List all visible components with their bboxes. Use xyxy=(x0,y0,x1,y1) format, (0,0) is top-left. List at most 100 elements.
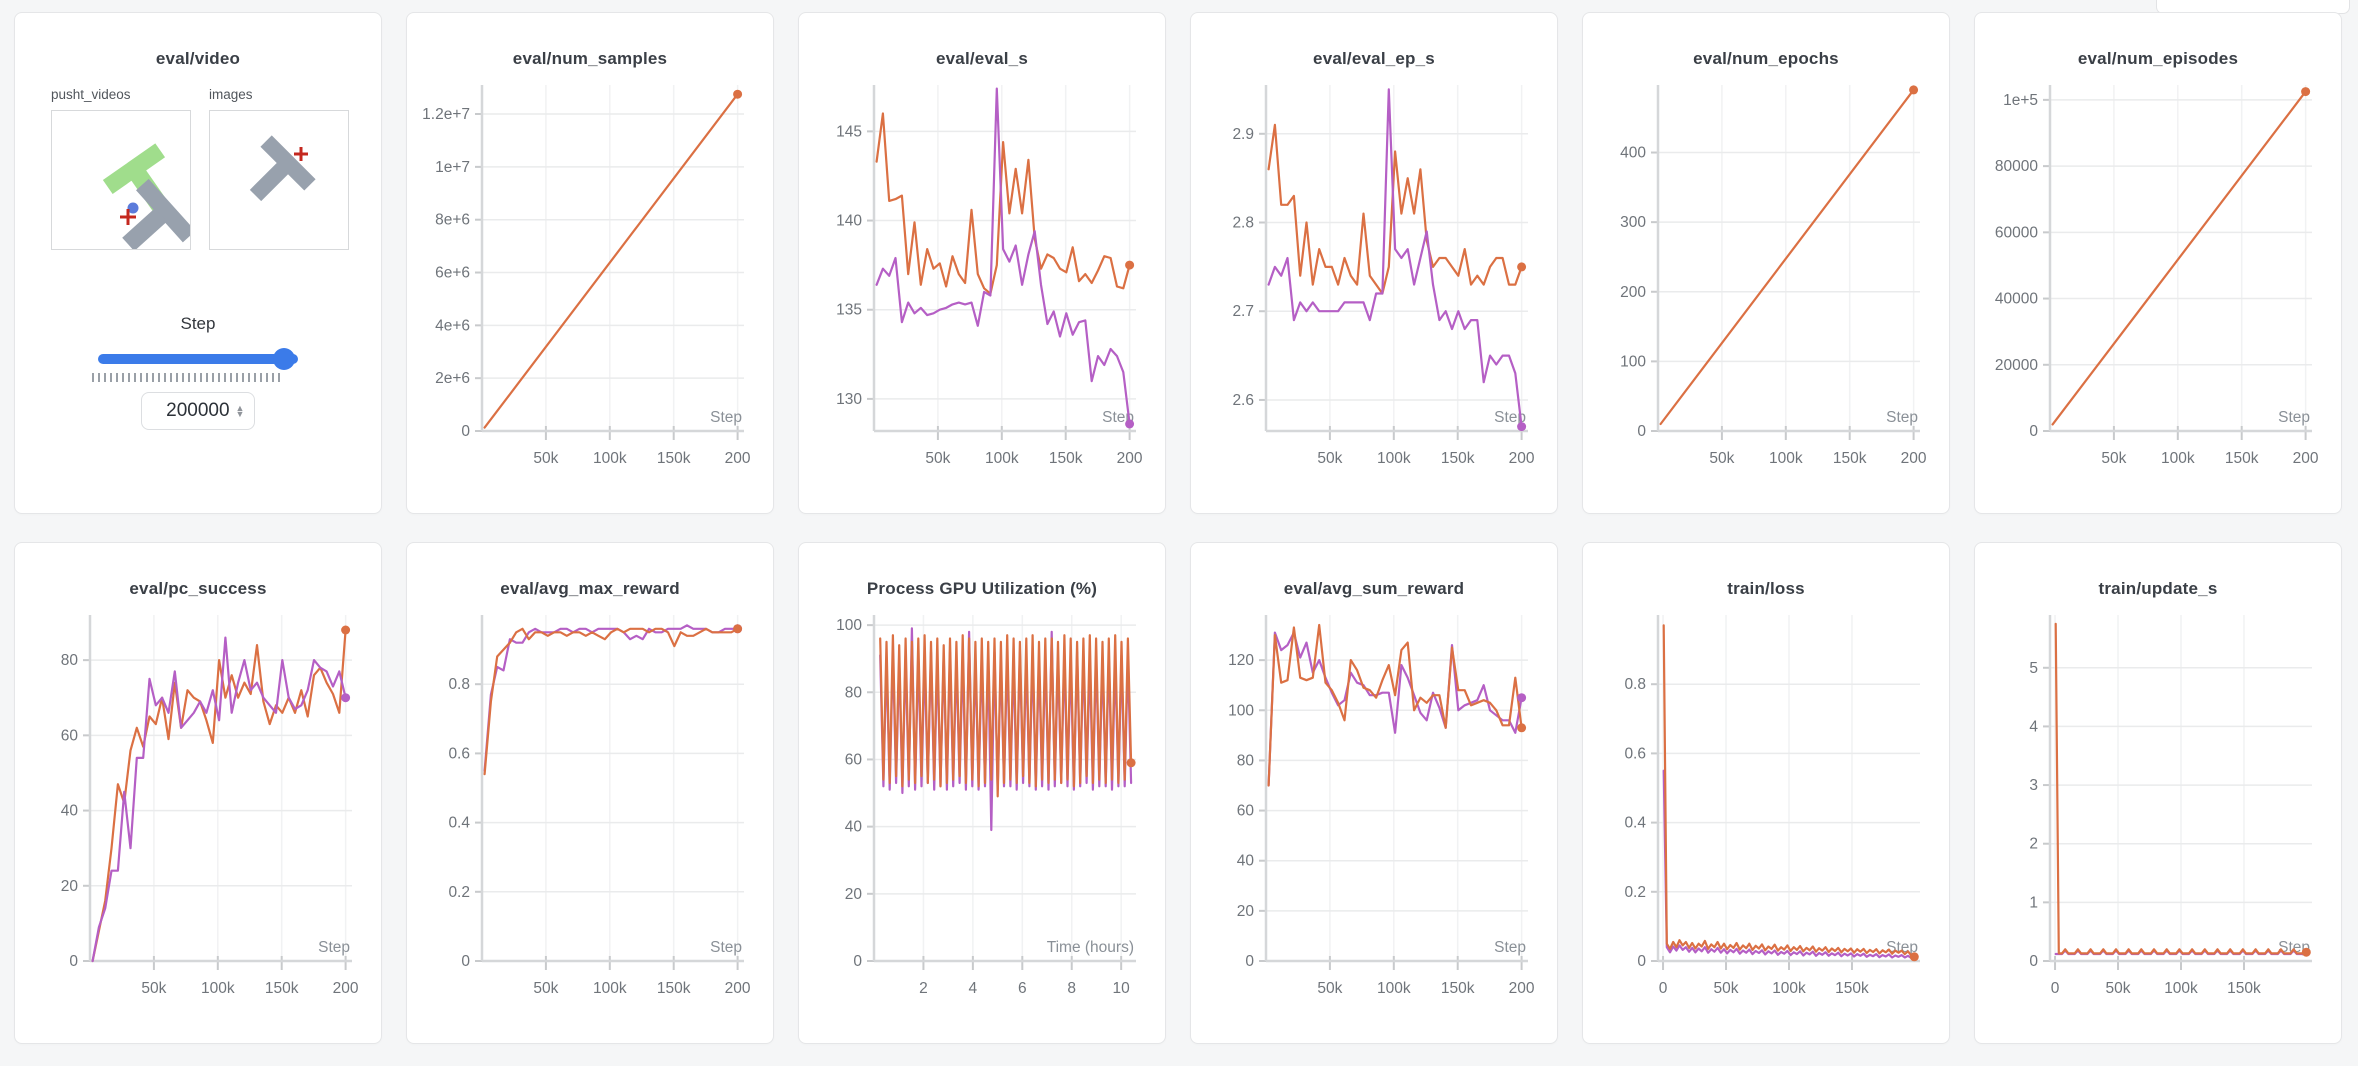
svg-text:0.2: 0.2 xyxy=(1624,884,1646,901)
svg-text:20: 20 xyxy=(1237,903,1255,920)
chart-eval-num-episodes[interactable]: 50k 100k 150k 200 0 20000 40000 60000 80000 1e+5 S… xyxy=(1975,73,2341,485)
images-thumbnail[interactable] xyxy=(209,110,349,250)
pusht-scene-graphic xyxy=(102,143,196,252)
svg-text:200: 200 xyxy=(2293,450,2319,467)
step-slider-track[interactable] xyxy=(98,354,298,364)
spinner-up-icon[interactable]: ▲ xyxy=(235,403,245,413)
svg-text:2.6: 2.6 xyxy=(1232,392,1254,409)
svg-text:2.9: 2.9 xyxy=(1232,126,1254,143)
svg-text:4e+6: 4e+6 xyxy=(435,317,470,334)
svg-text:0: 0 xyxy=(853,953,862,970)
svg-text:8e+6: 8e+6 xyxy=(435,212,470,229)
svg-text:80000: 80000 xyxy=(1995,158,2038,175)
step-input[interactable] xyxy=(151,399,232,423)
chart-eval-eval-ep-s[interactable]: 50k 100k 150k 200 2.6 2.7 2.8 2.9 Step xyxy=(1191,73,1557,485)
chart-train-loss[interactable]: 0 50k 100k 150k 0 0.2 0.4 0.6 0.8 Step xyxy=(1583,603,1949,1015)
svg-text:0.6: 0.6 xyxy=(448,745,470,762)
svg-text:40: 40 xyxy=(1237,853,1255,870)
svg-text:2: 2 xyxy=(919,980,928,997)
svg-text:40000: 40000 xyxy=(1995,291,2038,308)
svg-text:1.2e+7: 1.2e+7 xyxy=(422,106,470,123)
chart-train-update-s[interactable]: 0 50k 100k 150k 0 1 2 3 4 5 Step xyxy=(1975,603,2341,1015)
spinner-down-icon[interactable]: ▼ xyxy=(235,409,245,419)
svg-text:20: 20 xyxy=(61,878,79,895)
svg-text:150k: 150k xyxy=(1833,450,1867,467)
panel-title: Process GPU Utilization (%) xyxy=(866,579,1098,598)
panel-train-loss: train/loss 0 50k 100k 150k 0 0.2 0.4 0.6 0.8 Step xyxy=(1582,542,1950,1044)
svg-text:Step: Step xyxy=(1494,939,1526,956)
step-control: Step ▲ ▼ xyxy=(90,314,306,430)
svg-text:1e+5: 1e+5 xyxy=(2003,92,2038,109)
svg-text:2.8: 2.8 xyxy=(1232,215,1254,232)
panel-title: train/update_s xyxy=(2098,579,2218,598)
panel-eval-num-episodes: eval/num_episodes 50k 100k 150k 200 0 20000 40… xyxy=(1974,12,2342,514)
svg-text:50k: 50k xyxy=(533,980,558,997)
step-spinner[interactable]: ▲ ▼ xyxy=(235,403,245,419)
media-item-images: images xyxy=(209,87,349,250)
svg-text:100k: 100k xyxy=(1377,980,1411,997)
chart-eval-avg-sum-reward[interactable]: 50k 100k 150k 200 0 20 40 60 80 100 120 Step xyxy=(1191,603,1557,1015)
chart-eval-num-epochs[interactable]: 50k 100k 150k 200 0 100 200 300 400 Step xyxy=(1583,73,1949,485)
svg-text:50k: 50k xyxy=(533,450,558,467)
svg-text:200: 200 xyxy=(725,980,751,997)
chart-eval-eval-s[interactable]: 50k 100k 150k 200 130 135 140 145 Step xyxy=(799,73,1165,485)
panel-title: eval/avg_max_reward xyxy=(500,579,680,598)
svg-text:150k: 150k xyxy=(2225,450,2259,467)
svg-text:40: 40 xyxy=(845,819,863,836)
svg-text:120: 120 xyxy=(1228,652,1254,669)
agent-dot xyxy=(127,202,139,214)
svg-text:0.4: 0.4 xyxy=(448,815,470,832)
svg-text:50k: 50k xyxy=(925,450,950,467)
chart-eval-avg-max-reward[interactable]: 50k 100k 150k 200 0 0.2 0.4 0.6 0.8 Step xyxy=(407,603,773,1015)
svg-text:100k: 100k xyxy=(593,450,627,467)
step-input-box[interactable]: ▲ ▼ xyxy=(141,392,255,430)
chart-eval-num-samples[interactable]: 50k 100k 150k 200 0 2e+6 4e+6 6e+6 8e+6 1e+7 1.2e+… xyxy=(407,73,773,485)
svg-text:60000: 60000 xyxy=(1995,224,2038,241)
svg-text:Step: Step xyxy=(1494,409,1526,426)
svg-text:50k: 50k xyxy=(2101,450,2126,467)
svg-text:50k: 50k xyxy=(1714,980,1739,997)
svg-text:0: 0 xyxy=(2029,953,2038,970)
svg-text:0: 0 xyxy=(2051,980,2060,997)
chart-process-gpu-utilization[interactable]: 2 4 6 8 10 0 20 40 60 80 100 Time (hours) xyxy=(799,603,1165,1015)
svg-text:150k: 150k xyxy=(657,980,691,997)
target-cross xyxy=(294,147,308,161)
step-slider-thumb[interactable] xyxy=(273,348,295,370)
svg-text:6: 6 xyxy=(1018,980,1027,997)
svg-text:200: 200 xyxy=(1901,450,1927,467)
svg-text:80: 80 xyxy=(61,652,79,669)
step-slider-ticks xyxy=(92,373,280,382)
svg-text:4: 4 xyxy=(2029,718,2038,735)
svg-text:Step: Step xyxy=(1886,409,1918,426)
svg-text:0: 0 xyxy=(1637,423,1646,440)
svg-text:130: 130 xyxy=(836,391,862,408)
panel-title: eval/num_episodes xyxy=(2077,49,2239,68)
step-slider[interactable] xyxy=(98,348,298,370)
panel-eval-eval-s: eval/eval_s 50k 100k 150k 200 130 135 140 145 St… xyxy=(798,12,1166,514)
svg-text:50k: 50k xyxy=(141,980,166,997)
target-cross xyxy=(120,209,136,225)
panel-process-gpu-utilization: Process GPU Utilization (%) 2 4 6 8 10 0 20 40 6… xyxy=(798,542,1166,1044)
panel-title: eval/eval_s xyxy=(935,49,1028,68)
svg-text:100: 100 xyxy=(836,617,862,634)
pusht-video-thumbnail[interactable] xyxy=(51,110,196,252)
panel-eval-num-epochs: eval/num_epochs 50k 100k 150k 200 0 100 200 300… xyxy=(1582,12,1950,514)
svg-text:2.7: 2.7 xyxy=(1232,303,1254,320)
svg-text:200: 200 xyxy=(1117,450,1143,467)
svg-text:100k: 100k xyxy=(1769,450,1803,467)
svg-text:8: 8 xyxy=(1067,980,1076,997)
svg-text:200: 200 xyxy=(1620,284,1646,301)
svg-text:Time (hours): Time (hours) xyxy=(1047,939,1134,956)
svg-text:2e+6: 2e+6 xyxy=(435,370,470,387)
panel-eval-pc-success: eval/pc_success 50k 100k 150k 200 0 20 40 60 80 S… xyxy=(14,542,382,1044)
svg-text:200: 200 xyxy=(1509,980,1535,997)
svg-text:3: 3 xyxy=(2029,777,2038,794)
svg-text:100: 100 xyxy=(1620,353,1646,370)
chart-eval-pc-success[interactable]: 50k 100k 150k 200 0 20 40 60 80 Step xyxy=(15,603,381,1015)
svg-text:4: 4 xyxy=(969,980,978,997)
panel-eval-avg-max-reward: eval/avg_max_reward 50k 100k 150k 200 0 0.2 0.… xyxy=(406,542,774,1044)
svg-text:80: 80 xyxy=(845,684,863,701)
svg-text:0: 0 xyxy=(1659,980,1668,997)
svg-text:0.2: 0.2 xyxy=(448,884,470,901)
